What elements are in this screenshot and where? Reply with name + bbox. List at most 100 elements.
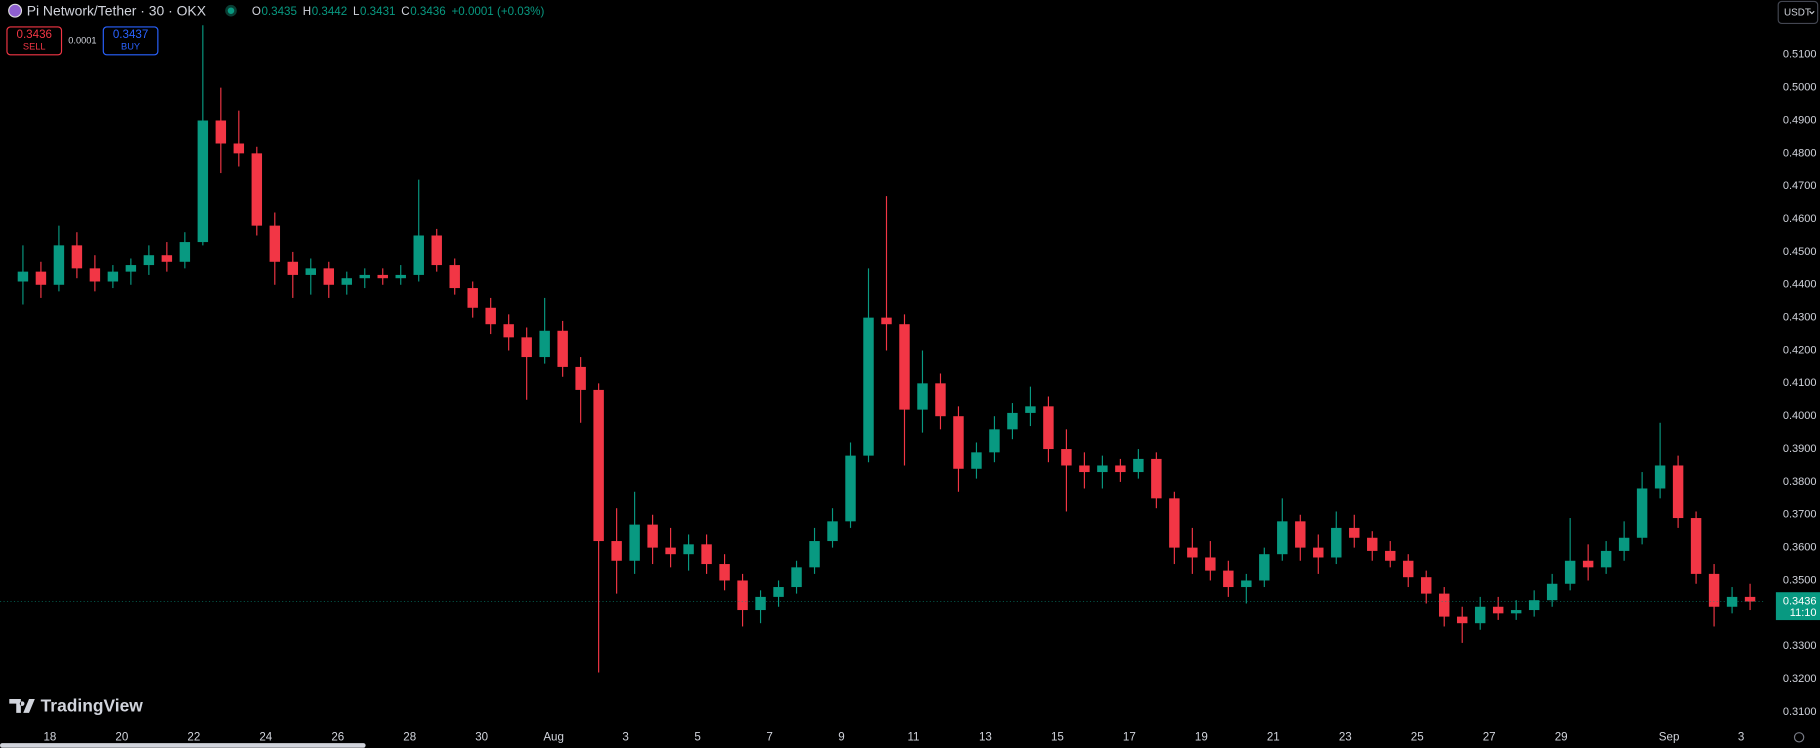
candle-body [359, 274, 370, 279]
candle-body [1025, 406, 1036, 413]
candle-body [1600, 550, 1612, 568]
x-tick-label: Sep [1659, 730, 1680, 743]
candle-body [593, 389, 604, 542]
y-tick-label: 0.3100 [1783, 706, 1817, 718]
scrollbar[interactable] [0, 743, 366, 748]
legend-key: H [303, 5, 311, 18]
candle-body [1151, 458, 1162, 499]
x-tick-label: 5 [694, 730, 700, 743]
legend-key: C [401, 5, 409, 18]
candle-body [1546, 583, 1558, 601]
y-tick-label: 0.3900 [1783, 443, 1817, 455]
candle-body [1187, 547, 1198, 558]
x-tick-label: 3 [1738, 730, 1744, 743]
candle-body [485, 307, 496, 325]
candle-body [629, 524, 640, 561]
candle-body [107, 271, 119, 282]
y-tick-label: 0.3600 [1783, 542, 1817, 554]
candle-body [971, 452, 982, 469]
sell-label: SELL [23, 42, 46, 52]
candle-body [881, 317, 892, 325]
currency-button[interactable] [1777, 0, 1819, 25]
legend-value: 0.3431 [360, 5, 395, 18]
candle-body [719, 564, 730, 581]
candle-body [1349, 527, 1360, 538]
candle-body [467, 288, 478, 308]
currency-label: USDT [1784, 8, 1811, 19]
candle-body [413, 235, 424, 275]
x-tick-label: 15 [1051, 730, 1064, 743]
buy-button[interactable] [102, 26, 159, 56]
candle-body [431, 235, 442, 266]
x-tick-label: 20 [115, 730, 128, 743]
x-tick-label: 13 [979, 730, 992, 743]
candle-body [1582, 560, 1594, 568]
ohlc-legend: O 0.3435 H 0.3442 L 0.3431 C 0.3436 +0.0001 (+0.… [252, 5, 545, 18]
candle-body [1043, 406, 1054, 450]
candle-body [1205, 557, 1216, 571]
candle-body [755, 596, 766, 611]
candle-body [665, 547, 676, 555]
y-tick-label: 0.4900 [1783, 114, 1817, 126]
candle-body [179, 242, 191, 262]
y-tick-label: 0.4000 [1783, 410, 1817, 422]
candle-body [1007, 412, 1018, 430]
candle-body [197, 120, 209, 243]
y-tick-label: 0.4400 [1783, 279, 1817, 291]
candle-body [1331, 527, 1342, 558]
symbol-icon [8, 3, 23, 18]
candle-body [449, 265, 460, 289]
candle-body [1744, 596, 1756, 602]
candle-body [1133, 458, 1144, 473]
y-tick-label: 0.3700 [1783, 509, 1817, 521]
candle-body [953, 416, 964, 469]
symbol-title[interactable]: Pi Network/Tether · 30 · OKX [27, 3, 206, 19]
x-tick-label: 21 [1267, 730, 1280, 743]
candle-body [1528, 600, 1540, 611]
x-tick-label: 22 [187, 730, 200, 743]
candle-body [737, 580, 748, 611]
candle-body [1636, 488, 1648, 538]
candle-body [1169, 498, 1180, 548]
x-tick-label: 30 [475, 730, 488, 743]
y-tick-label: 0.5100 [1783, 49, 1817, 61]
x-tick-label: 24 [259, 730, 272, 743]
candle-body [287, 261, 299, 275]
last-price-label: 0.3436 [1783, 595, 1817, 607]
settings-icon[interactable] [1793, 732, 1805, 743]
candle-body [1564, 560, 1576, 584]
x-tick-label: 25 [1411, 730, 1424, 743]
candle-body [1259, 554, 1270, 581]
x-tick-label: Aug [543, 730, 564, 743]
candle-body [35, 271, 47, 285]
candle-body [71, 245, 83, 269]
candle-body [989, 429, 1000, 453]
candle-body [215, 120, 227, 144]
spread: 0.0001 [68, 35, 96, 45]
legend-change: +0.0001 (+0.03%) [452, 5, 545, 18]
y-tick-label: 0.4100 [1783, 377, 1817, 389]
candle-body [791, 567, 802, 588]
legend-value: 0.3435 [261, 5, 296, 18]
buy-label: BUY [121, 42, 140, 52]
candle-body [1618, 537, 1630, 551]
x-tick-label: 27 [1483, 730, 1496, 743]
x-tick-label: 29 [1555, 730, 1568, 743]
x-tick-label: 9 [838, 730, 844, 743]
candle-body [89, 268, 101, 282]
candle-body [1672, 465, 1684, 519]
y-tick-label: 0.3800 [1783, 476, 1817, 488]
currency-chevron [1809, 10, 1815, 15]
candle-body [773, 587, 784, 597]
y-tick-label: 0.3300 [1783, 640, 1817, 652]
candle-body [557, 330, 568, 367]
x-tick-label: 28 [403, 730, 416, 743]
candle-body [305, 268, 317, 275]
candle-body [269, 225, 281, 262]
candle-body [1726, 596, 1738, 607]
x-tick-label: 18 [43, 730, 56, 743]
plot-area [0, 25, 1765, 673]
sell-button[interactable] [6, 26, 63, 56]
candle-body [1492, 606, 1504, 614]
